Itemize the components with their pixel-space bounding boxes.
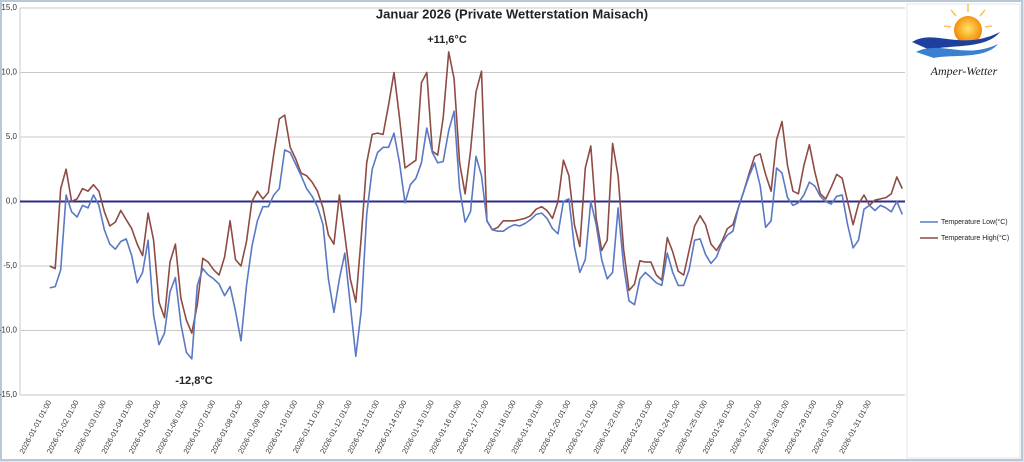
series-line	[49, 51, 904, 334]
y-tick-label: -10,0	[0, 326, 18, 335]
y-tick-label: 0,0	[6, 197, 18, 206]
side-panel	[906, 3, 1021, 459]
y-tick-label: -5,0	[3, 261, 17, 270]
chart-title: Januar 2026 (Private Wetterstation Maisa…	[376, 6, 648, 21]
logo-text: Amper-Wetter	[930, 64, 998, 78]
annotation: -12,8°C	[175, 375, 212, 387]
y-tick-label: 10,0	[1, 68, 17, 77]
series-line	[49, 110, 904, 360]
y-tick-label: -15,0	[0, 390, 18, 399]
y-tick-label: 15,0	[1, 3, 17, 12]
logo-graphic	[912, 4, 1000, 58]
legend-label: Temperature High(°C)	[941, 234, 1009, 242]
annotation: +11,6°C	[427, 34, 467, 46]
y-tick-label: 5,0	[6, 132, 18, 141]
legend-label: Temperature Low(°C)	[941, 218, 1008, 226]
